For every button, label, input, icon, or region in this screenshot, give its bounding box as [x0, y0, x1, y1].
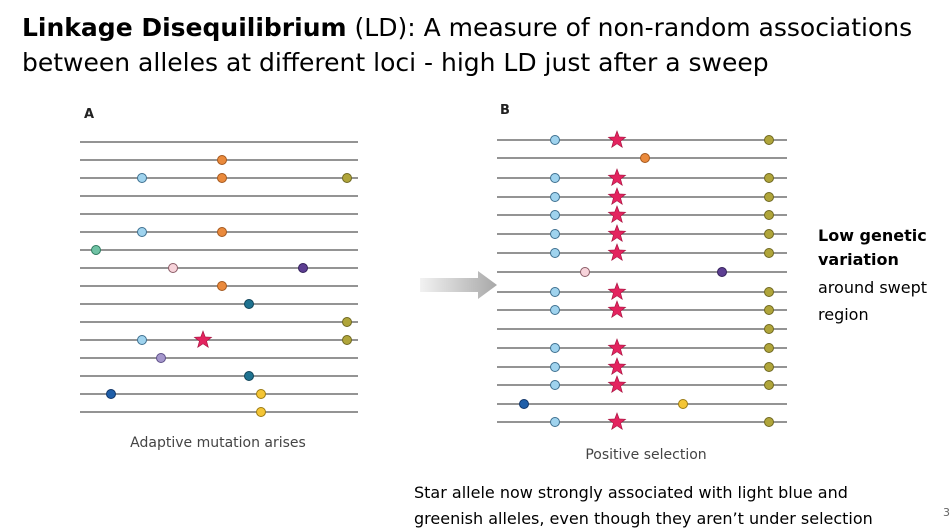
- allele: [764, 173, 774, 183]
- allele: [764, 305, 774, 315]
- allele: [764, 343, 774, 353]
- allele: [217, 173, 227, 183]
- allele: [217, 227, 227, 237]
- side-note-bold: Low genetic: [818, 226, 927, 245]
- allele: [678, 399, 688, 409]
- panel-caption: Adaptive mutation arises: [130, 435, 306, 451]
- allele: [764, 229, 774, 239]
- allele: [342, 335, 352, 345]
- star-allele: [607, 300, 627, 318]
- star-allele: [607, 282, 627, 300]
- footer-line: greenish alleles, even though they aren’…: [414, 509, 873, 528]
- allele: [137, 227, 147, 237]
- star-allele: [607, 243, 627, 261]
- allele: [342, 317, 352, 327]
- allele: [717, 267, 727, 277]
- title-line-2: between alleles at different loci - high…: [22, 48, 769, 77]
- allele: [580, 267, 590, 277]
- side-note-bold: variation: [818, 250, 899, 269]
- star-allele: [607, 205, 627, 223]
- allele: [550, 210, 560, 220]
- haplotype-diagram: [80, 130, 787, 430]
- allele: [550, 229, 560, 239]
- star-allele: [607, 357, 627, 375]
- allele: [764, 362, 774, 372]
- allele: [550, 362, 560, 372]
- allele: [137, 173, 147, 183]
- allele: [156, 353, 166, 363]
- allele: [764, 192, 774, 202]
- star-allele: [607, 130, 627, 148]
- title-bold: Linkage Disequilibrium: [22, 13, 347, 42]
- allele: [764, 248, 774, 258]
- panel-label: A: [84, 107, 94, 122]
- star-allele: [607, 168, 627, 186]
- allele: [550, 343, 560, 353]
- allele: [764, 287, 774, 297]
- star-allele: [607, 412, 627, 430]
- allele: [550, 305, 560, 315]
- allele: [764, 324, 774, 334]
- panel-caption: Positive selection: [585, 447, 706, 463]
- allele: [640, 153, 650, 163]
- star-allele: [193, 330, 213, 348]
- allele: [550, 173, 560, 183]
- star-allele: [607, 338, 627, 356]
- footer-line: Star allele now strongly associated with…: [414, 483, 848, 502]
- allele: [550, 287, 560, 297]
- allele: [550, 192, 560, 202]
- allele: [106, 389, 116, 399]
- side-note: region: [818, 305, 869, 324]
- star-allele: [607, 375, 627, 393]
- allele: [550, 135, 560, 145]
- allele: [256, 389, 266, 399]
- allele: [298, 263, 308, 273]
- allele: [244, 299, 254, 309]
- allele: [764, 210, 774, 220]
- star-allele: [607, 224, 627, 242]
- arrow: [420, 271, 497, 299]
- allele: [519, 399, 529, 409]
- allele: [764, 135, 774, 145]
- allele: [256, 407, 266, 417]
- title-line-1: Linkage Disequilibrium (LD): A measure o…: [22, 13, 912, 42]
- side-note: around swept: [818, 278, 927, 297]
- allele: [764, 380, 774, 390]
- allele: [137, 335, 147, 345]
- allele: [550, 417, 560, 427]
- allele: [550, 380, 560, 390]
- allele: [764, 417, 774, 427]
- allele: [244, 371, 254, 381]
- allele: [217, 281, 227, 291]
- page-number: 3: [943, 506, 950, 519]
- allele: [550, 248, 560, 258]
- allele: [342, 173, 352, 183]
- star-allele: [607, 187, 627, 205]
- title-rest: (LD): A measure of non-random associatio…: [355, 13, 913, 42]
- allele: [168, 263, 178, 273]
- allele: [217, 155, 227, 165]
- allele: [91, 245, 101, 255]
- panel-label: B: [500, 103, 510, 118]
